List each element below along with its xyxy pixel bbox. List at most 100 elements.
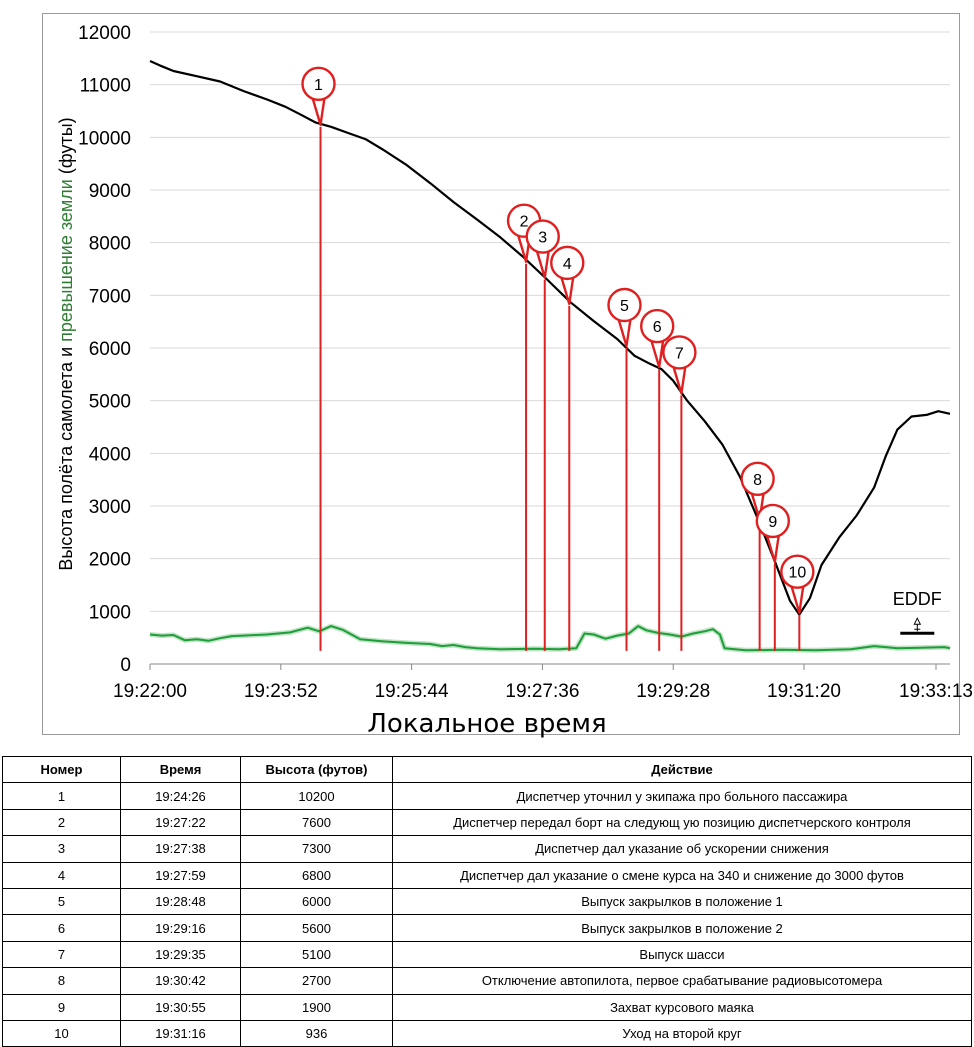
table-cell: Выпуск закрылков в положение 2 [392,914,972,942]
x-axis-label: Локальное время [367,709,606,739]
airport-icon [913,617,922,632]
table-row: 7 19:29:35 5100 Выпуск шасси [2,940,972,969]
table-cell: 6 [2,914,121,942]
table-cell: 7600 [240,808,393,837]
chart-frame [42,13,960,735]
y-tick-label: 11000 [80,76,131,97]
event-marker-number: 1 [314,77,323,94]
table-cell: Уход на второй круг [392,1019,972,1047]
table-header-cell: Номер [2,755,121,784]
altitude-line [149,59,951,616]
x-tick-label: 19:29:28 [636,681,710,702]
event-marker-number: 10 [788,565,806,582]
y-tick-label: 5000 [89,392,131,413]
y-tick-label: 6000 [89,339,131,360]
table-cell: 10200 [240,782,393,810]
table-cell: 8 [2,967,121,995]
y-tick-label: 7000 [89,286,131,307]
y-tick-label: 10000 [78,128,131,149]
event-marker-number: 2 [520,214,529,231]
table-cell: Выпуск закрылков в положение 1 [392,887,972,916]
table-cell: Отключение автопилота, первое срабатыван… [392,967,972,995]
y-tick-label: 0 [120,655,131,676]
event-marker-pointer [790,584,805,614]
table-cell: 5600 [240,914,393,942]
event-marker-balloon [301,66,336,102]
y-axis-label: Высота полёта самолета и превышение земл… [56,117,76,570]
x-tick-label: 19:25:44 [375,681,449,702]
y-tick-label: 8000 [89,234,131,255]
table-cell: 936 [240,1019,393,1047]
table-cell: 2700 [240,967,393,995]
event-marker-balloon [662,335,697,370]
altitude-chart: 0 1000 2000 3000 4000 5000 6000 7000 8000 9000 100… [56,23,973,739]
event-marker-number: 3 [538,230,547,247]
table-cell: 4 [2,861,121,889]
table-row: 2 19:27:22 7600 Диспетчер передал борт на с… [2,808,972,837]
y-tick-label: 2000 [89,550,131,571]
y-tick-label: 9000 [89,181,131,202]
event-marker-balloon [607,287,642,323]
table-row: 10 19:31:16 936 Уход на второй круг [2,1019,972,1047]
event-marker-balloon [550,245,585,281]
table-cell: 2 [2,808,121,837]
table-cell: 1 [2,782,121,810]
x-tick-label: 19:33:13 [899,681,973,702]
table-cell: 19:31:16 [120,1019,241,1047]
table-cell: 6800 [240,861,393,889]
event-marker-number: 9 [768,514,777,531]
event-marker-number: 5 [620,298,629,315]
table-cell: 7 [2,940,121,969]
table-cell: 6000 [240,887,393,916]
y-tick-label: 1000 [89,602,131,623]
events-table: Номер Время Высота (футов) Действие 1 19:24:… [2,755,972,1047]
table-row: 4 19:27:59 6800 Диспетчер дал указание о см… [2,861,972,889]
table-header-cell: Время [120,755,241,784]
terrain-line [149,625,951,652]
event-marker-balloon [780,554,815,589]
event-marker-pointer [672,365,687,395]
table-cell: 5100 [240,940,393,969]
x-tick-label: 19:23:52 [244,681,318,702]
table-cell: Диспетчер дал указание об ускорении сниж… [392,835,972,863]
event-marker-number: 8 [753,472,762,489]
table-row: 9 19:30:55 1900 Захват курсового маяка [2,993,972,1021]
y-axis-label-part: (футы) [56,117,76,179]
table-header-row: Номер Время Высота (футов) Действие [2,755,972,784]
table-header-cell: Действие [392,755,972,784]
x-tick-label: 19:22:00 [113,681,187,702]
table-row: 8 19:30:42 2700 Отключение автопилота, перв… [2,967,972,995]
table-header-cell: Высота (футов) [240,755,393,784]
y-tick-label: 3000 [89,497,131,518]
table-cell: 5 [2,887,121,916]
table-cell: 19:29:16 [120,914,241,942]
event-marker-balloon [639,308,675,344]
table-row: 3 19:27:38 7300 Диспетчер дал указание об у… [2,835,972,863]
table-cell: 19:29:35 [120,940,241,969]
table-cell: Захват курсового маяка [392,993,972,1021]
event-marker-balloon [755,503,791,539]
y-axis-label-part: превышение земли [56,179,76,342]
table-cell: 19:24:26 [120,782,241,810]
table-cell: 9 [2,993,121,1021]
table-cell: 3 [2,835,121,863]
event-marker-balloon [525,219,560,254]
y-axis-label-part: Высота полёта самолета и [56,342,76,571]
table-cell: 1900 [240,993,393,1021]
table-cell: 19:30:55 [120,993,241,1021]
table-cell: 19:27:59 [120,861,241,889]
event-marker-number: 4 [563,256,572,273]
table-cell: 19:28:48 [120,887,241,916]
event-marker-number: 6 [653,319,662,336]
table-row: 5 19:28:48 6000 Выпуск закрылков в положени… [2,887,972,916]
table-cell: 19:30:42 [120,967,241,995]
table-cell: 7300 [240,835,393,863]
event-marker-pointer [535,249,550,279]
x-tick-label: 19:31:20 [767,681,841,702]
table-cell: 19:27:38 [120,835,241,863]
event-marker-balloon [740,461,775,496]
y-tick-label: 4000 [89,444,131,465]
table-row: 1 19:24:26 10200 Диспетчер уточнил у экипаж… [2,782,972,810]
table-cell: Выпуск шасси [392,940,972,969]
table-cell: 19:27:22 [120,808,241,837]
